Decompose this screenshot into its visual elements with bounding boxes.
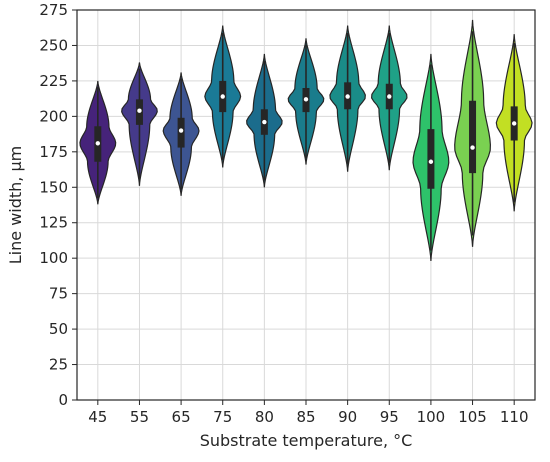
median-point-90 (345, 94, 350, 99)
y-axis-ticks: 0 25 50 75 100 125 150 175 200 225 250 275 (39, 1, 77, 409)
y-tick-label: 50 (49, 320, 68, 338)
median-point-85 (303, 97, 309, 102)
x-axis-ticks: 45 55 65 75 80 85 90 95 100 105 110 (88, 400, 529, 426)
median-point-45 (95, 141, 101, 146)
y-tick-label: 125 (39, 214, 68, 232)
y-tick-label: 25 (49, 356, 68, 374)
y-tick-label: 200 (39, 107, 68, 125)
x-tick-label: 100 (417, 408, 446, 426)
y-tick-label: 150 (39, 178, 68, 196)
y-tick-label: 225 (39, 72, 68, 90)
violins (79, 19, 533, 262)
x-tick-label: 85 (296, 408, 315, 426)
median-point-80 (262, 119, 267, 125)
x-tick-label: 110 (500, 408, 529, 426)
median-point-100 (428, 159, 434, 164)
median-point-75 (220, 94, 225, 99)
x-tick-label: 105 (458, 408, 487, 426)
y-tick-label: 175 (39, 143, 68, 161)
median-point-95 (387, 94, 392, 99)
x-axis-label: Substrate temperature, °C (200, 431, 413, 450)
x-tick-label: 95 (380, 408, 399, 426)
y-tick-label: 250 (39, 36, 68, 54)
x-tick-label: 55 (130, 408, 149, 426)
y-tick-label: 0 (58, 391, 68, 409)
median-point-110 (511, 121, 517, 126)
x-tick-label: 90 (338, 408, 357, 426)
y-tick-label: 75 (49, 285, 68, 303)
x-tick-label: 45 (88, 408, 107, 426)
x-tick-label: 65 (172, 408, 191, 426)
x-tick-label: 75 (213, 408, 232, 426)
y-tick-label: 100 (39, 249, 68, 267)
y-tick-label: 275 (39, 1, 68, 19)
median-point-65 (178, 128, 184, 133)
x-tick-label: 80 (255, 408, 274, 426)
median-point-55 (137, 108, 142, 113)
y-axis-label: Line width, μm (6, 146, 25, 264)
median-point-105 (470, 145, 475, 150)
